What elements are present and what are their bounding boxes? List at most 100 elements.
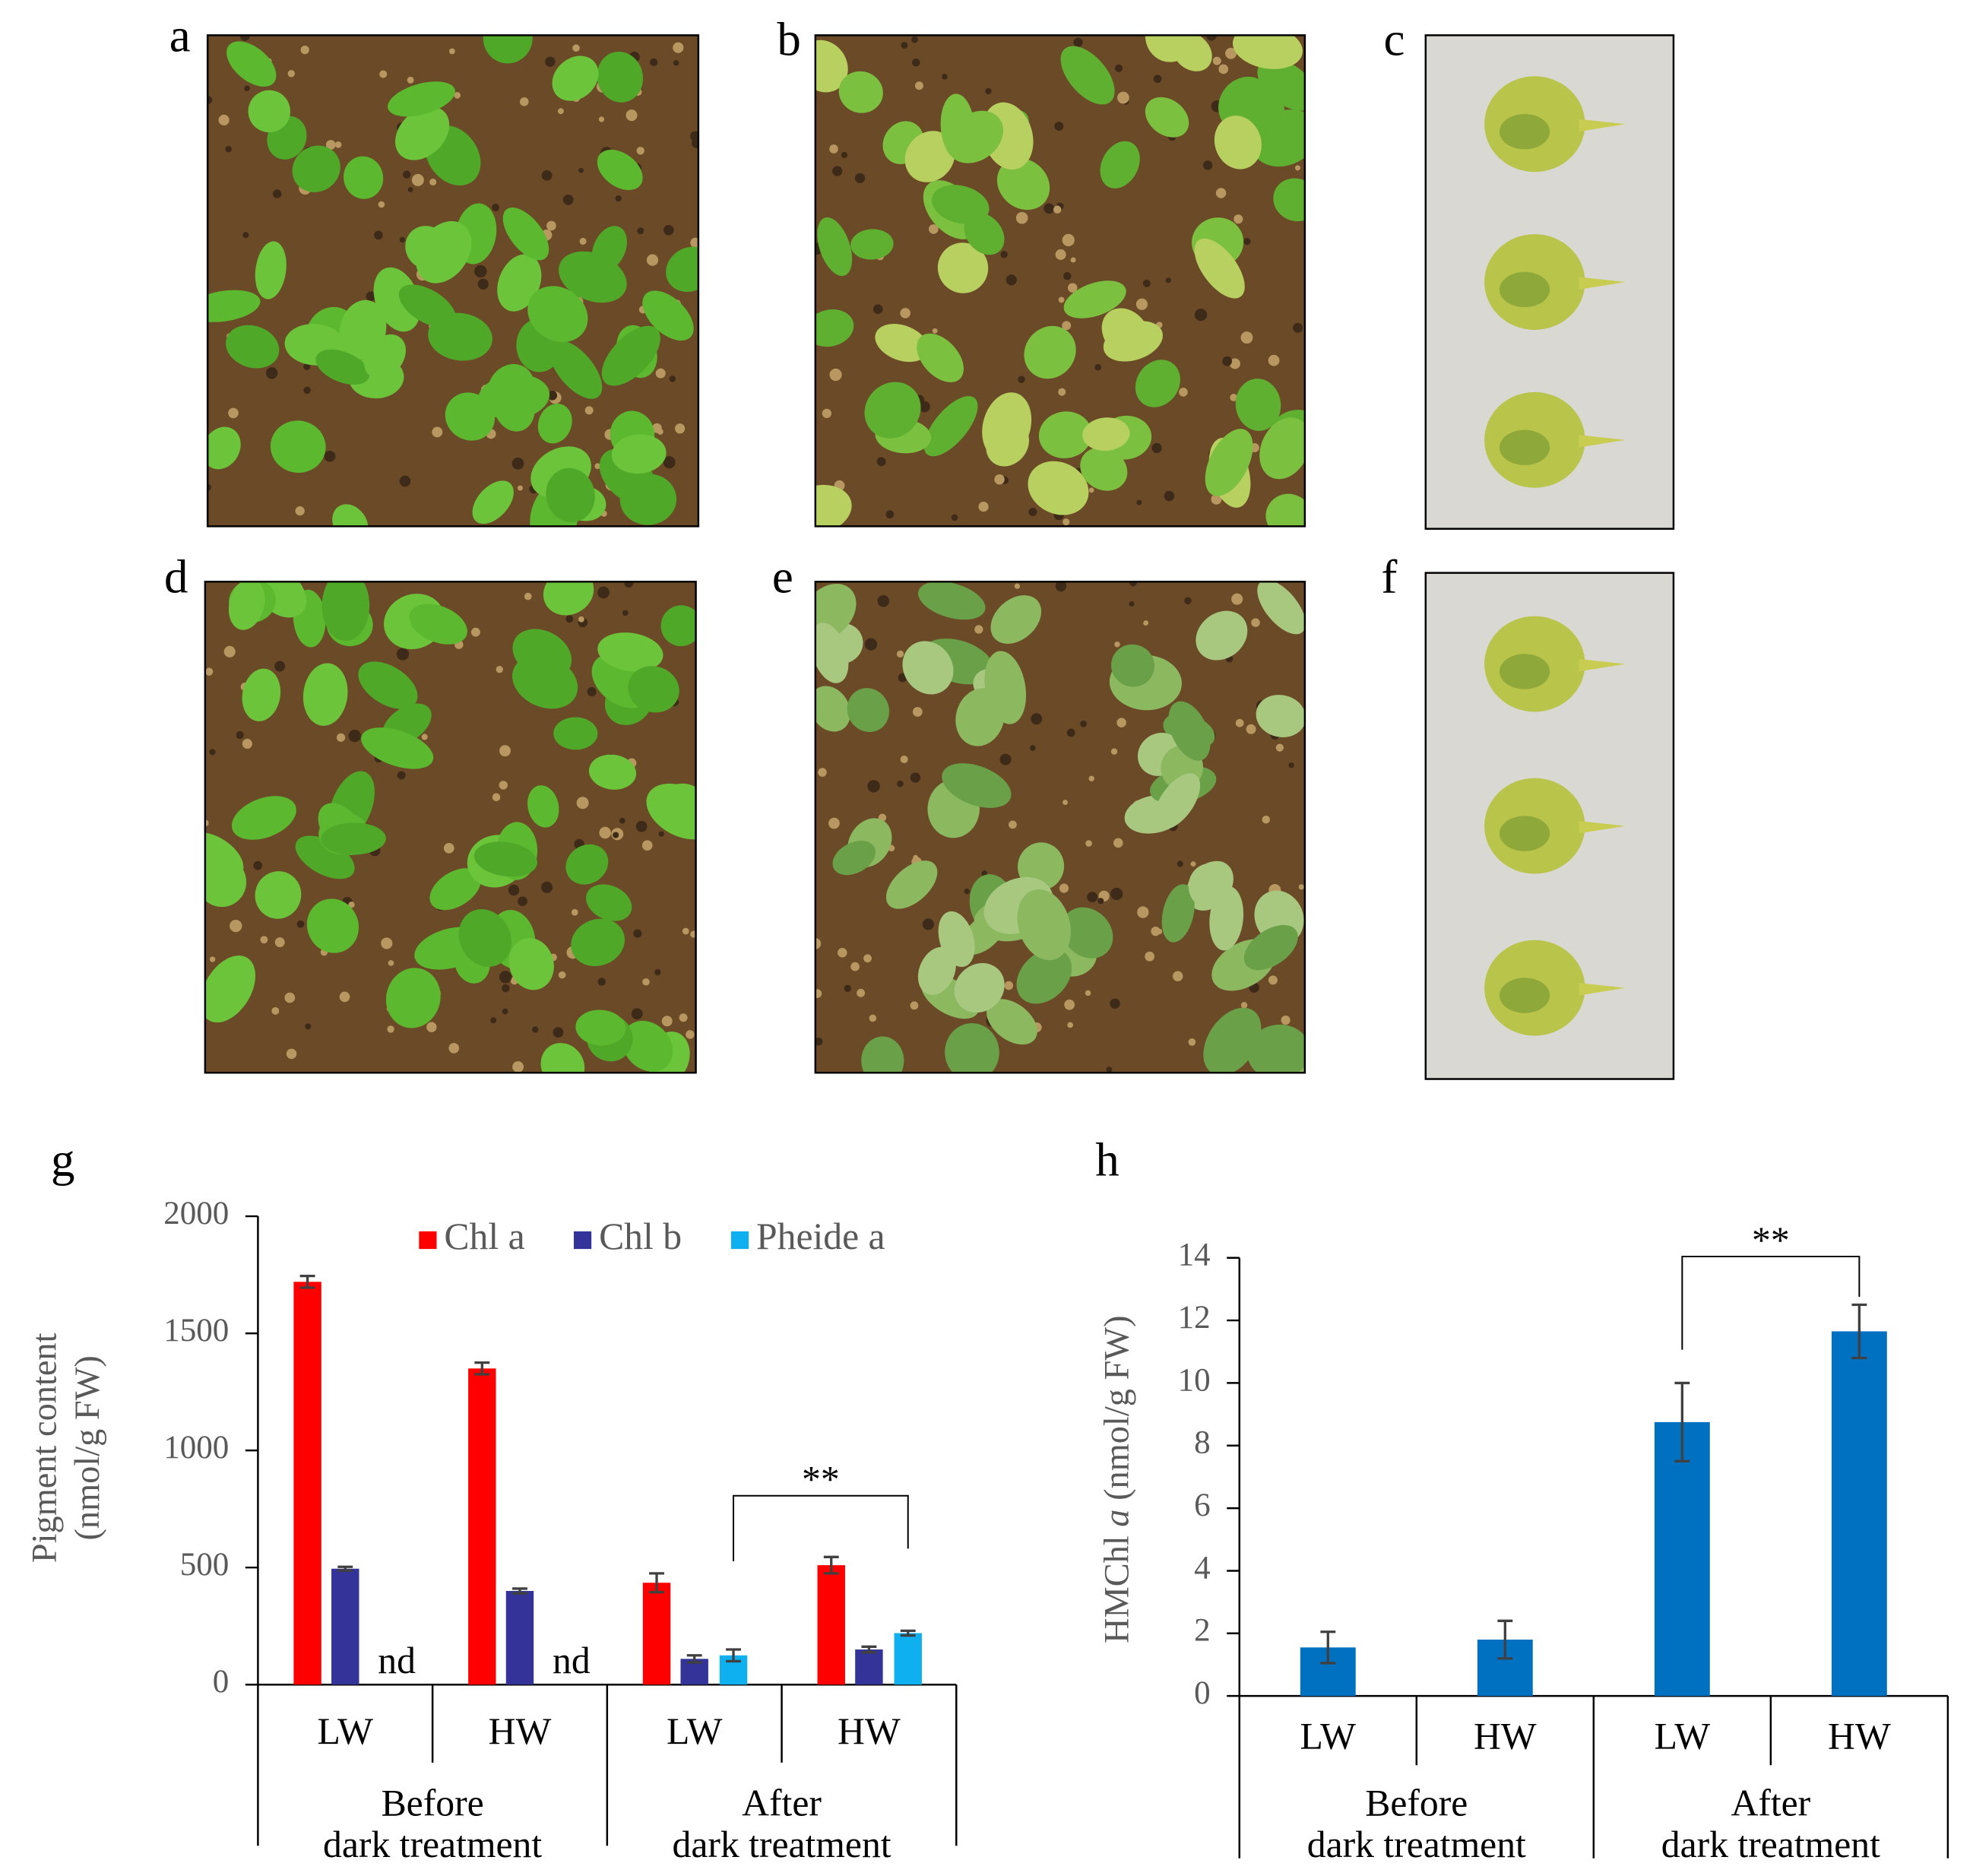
- leaf: [1203, 1007, 1262, 1073]
- y-axis-label-part: (nmol/g FW): [1097, 1315, 1136, 1500]
- photo-content: [815, 35, 1305, 527]
- y-axis-label: Pigment content: [26, 1333, 65, 1563]
- soil-grain: [619, 817, 625, 824]
- soil-grain: [1235, 718, 1244, 727]
- soil-grain: [1014, 583, 1021, 589]
- soil-grain: [448, 48, 455, 55]
- leaf: [527, 785, 559, 828]
- soil-grain: [1142, 279, 1151, 287]
- leaf: [445, 392, 495, 441]
- leaf-spot: [1499, 654, 1550, 689]
- soil-grain: [850, 962, 860, 971]
- soil-grain: [236, 730, 244, 740]
- soil-grain: [512, 1061, 524, 1073]
- panel-label: b: [777, 12, 800, 65]
- leaf: [1273, 178, 1305, 222]
- leaf: [1135, 360, 1180, 407]
- soil-grain: [1000, 251, 1008, 258]
- soil-grain: [690, 237, 698, 249]
- soil-grain: [242, 738, 252, 749]
- leaf: [875, 324, 929, 363]
- soil-grain: [388, 960, 394, 966]
- photo: [206, 34, 700, 528]
- leaf: [817, 217, 853, 277]
- soil-grain: [209, 956, 216, 962]
- leaf: [1154, 773, 1201, 830]
- soil-grain: [641, 840, 653, 851]
- leaf: [295, 835, 355, 879]
- y-tick-label: 2000: [163, 1196, 229, 1231]
- soil-grain: [912, 707, 923, 717]
- soil-grain: [1243, 237, 1251, 246]
- soil-grain: [339, 991, 350, 1003]
- soil-grain: [910, 772, 921, 783]
- petiole: [1579, 820, 1626, 834]
- soil-grain: [448, 1043, 460, 1054]
- petiole: [1579, 983, 1626, 996]
- soil-grain: [682, 927, 689, 935]
- soil-grain: [598, 116, 605, 122]
- soil-grain: [587, 686, 597, 696]
- leaf: [937, 242, 989, 293]
- photo-border: [814, 34, 1306, 528]
- soil-grain: [651, 423, 662, 433]
- leaf: [1060, 46, 1115, 105]
- legend-label: Pheide a: [756, 1215, 885, 1257]
- soil-grain: [686, 1030, 695, 1039]
- soil-grain: [1055, 581, 1067, 592]
- soil-grain: [287, 70, 295, 78]
- y-tick-label: 6: [1194, 1488, 1211, 1523]
- leaf: [815, 309, 854, 347]
- x-tick-label: LW: [1655, 1716, 1711, 1757]
- soil-grain: [1018, 376, 1025, 383]
- group-label: dark treatment: [1307, 1824, 1526, 1865]
- leaf: [1194, 238, 1245, 299]
- bar: [331, 1568, 359, 1685]
- soil-grain: [443, 843, 454, 854]
- soil-grain: [1225, 47, 1237, 59]
- leaf: [373, 267, 421, 332]
- soil-grain: [1114, 641, 1120, 648]
- soil-grain: [239, 35, 250, 41]
- leaf: [938, 911, 975, 968]
- leaf: [1101, 308, 1150, 358]
- soil-grain: [272, 189, 282, 198]
- leaf: [815, 686, 850, 732]
- leaf: [226, 41, 277, 87]
- soil-grain: [1206, 35, 1217, 41]
- soil-grain: [1063, 800, 1068, 806]
- soil-grain: [1110, 998, 1120, 1009]
- leaf: [597, 149, 643, 191]
- soil-grain: [1015, 211, 1028, 224]
- photo-content: [1425, 572, 1674, 1079]
- soil-grain: [911, 36, 918, 43]
- soil-grain: [1062, 233, 1075, 246]
- soil-grain: [1268, 975, 1278, 985]
- soil-grain: [546, 220, 556, 231]
- soil-grain: [663, 224, 674, 236]
- soil-grain: [1070, 257, 1076, 263]
- soil-grain: [348, 729, 361, 743]
- soil-grain: [822, 408, 831, 418]
- bar: [1654, 1421, 1710, 1697]
- soil-grain: [1116, 718, 1126, 727]
- soil-grain: [324, 450, 336, 462]
- soil-grain: [829, 144, 838, 154]
- bar: [468, 1368, 496, 1685]
- soil-grain: [284, 992, 296, 1003]
- leaf: [207, 290, 261, 322]
- soil-grain: [985, 87, 992, 95]
- soil-grain: [1136, 499, 1142, 505]
- leaf: [395, 106, 450, 160]
- soil-grain: [872, 304, 883, 314]
- soil-grain: [490, 1017, 497, 1024]
- soil-grain: [305, 1023, 312, 1030]
- petiole: [1579, 277, 1626, 290]
- soil-grain: [663, 456, 676, 469]
- soil-grain: [1080, 720, 1087, 727]
- soil-grain: [625, 109, 638, 122]
- soil-grain: [1073, 37, 1083, 47]
- soil-grain: [518, 896, 527, 907]
- leaf: [597, 51, 644, 103]
